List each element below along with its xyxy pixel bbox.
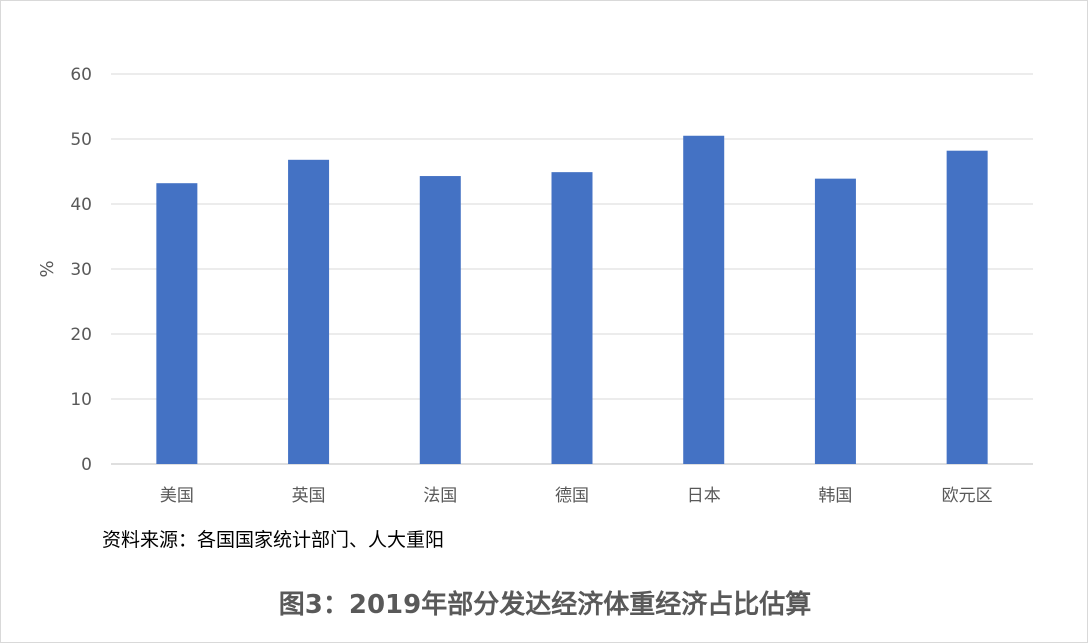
bar [946, 150, 988, 464]
y-tick-label: 50 [70, 130, 92, 150]
x-tick-label: 英国 [292, 486, 326, 506]
x-tick-label: 美国 [160, 486, 194, 506]
y-tick-label: 30 [70, 260, 92, 280]
y-axis-label: % [37, 260, 58, 277]
bar [683, 135, 725, 464]
source-note: 资料来源：各国国家统计部门、人大重阳 [102, 529, 445, 551]
figure-caption: 图3：2019年部分发达经济体重经济占比估算 [278, 590, 812, 620]
bar [156, 183, 198, 464]
x-tick-label: 欧元区 [942, 486, 993, 506]
y-tick-labels: 0 10 20 30 40 50 60 [70, 65, 92, 475]
bar [814, 178, 856, 464]
x-tick-label: 日本 [687, 486, 721, 506]
y-tick-label: 10 [70, 390, 92, 410]
y-tick-label: 40 [70, 195, 92, 215]
y-tick-label: 60 [70, 65, 92, 85]
bar [551, 172, 593, 464]
x-tick-labels: 美国 英国 法国 德国 日本 韩国 欧元区 [160, 486, 993, 506]
bar [419, 176, 461, 465]
x-tick-label: 德国 [555, 486, 589, 506]
bars [156, 135, 988, 465]
y-tick-label: 20 [70, 325, 92, 345]
bar [288, 159, 330, 465]
x-tick-label: 韩国 [818, 486, 852, 506]
x-tick-label: 法国 [423, 486, 457, 506]
y-tick-label: 0 [81, 455, 92, 475]
